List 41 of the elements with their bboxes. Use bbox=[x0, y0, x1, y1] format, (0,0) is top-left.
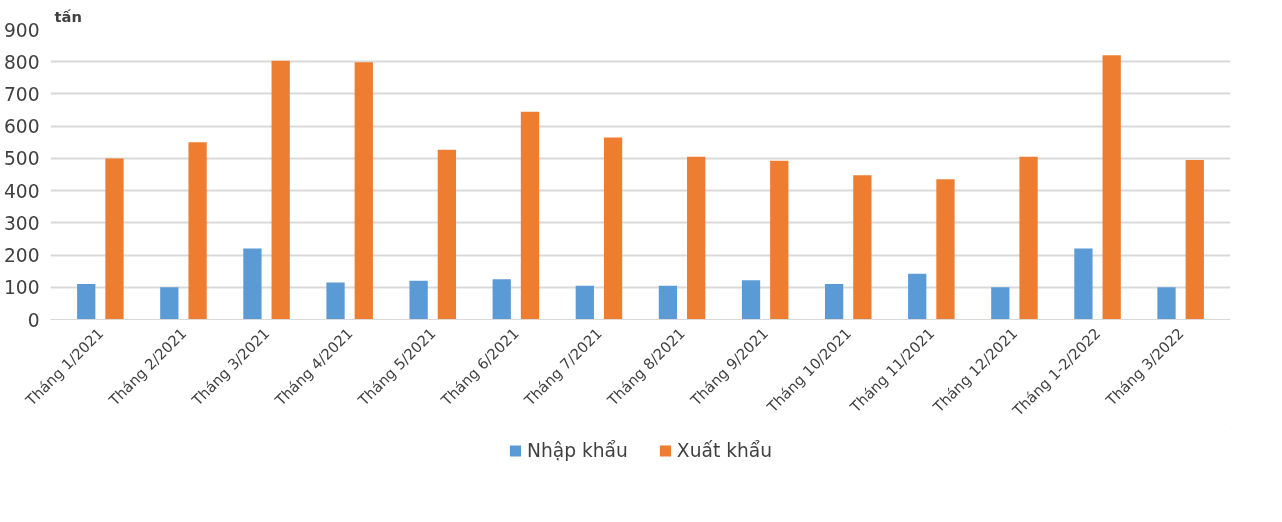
legend-label: Nhập khẩu bbox=[526, 439, 628, 461]
bar bbox=[271, 60, 290, 320]
bar bbox=[741, 280, 761, 320]
bar bbox=[188, 142, 207, 320]
bar bbox=[1185, 160, 1204, 320]
bar bbox=[1019, 156, 1038, 320]
y-tick-label: 700 bbox=[3, 83, 40, 105]
bar bbox=[243, 248, 262, 320]
y-tick-label: 0 bbox=[27, 309, 40, 331]
bar bbox=[575, 285, 594, 320]
bar bbox=[105, 158, 124, 320]
bar bbox=[1157, 287, 1176, 320]
bar bbox=[160, 287, 179, 320]
bar bbox=[520, 111, 540, 320]
bar bbox=[603, 137, 623, 320]
y-tick-label: 800 bbox=[3, 51, 40, 73]
bar bbox=[354, 62, 373, 320]
bar bbox=[991, 287, 1010, 320]
bar bbox=[77, 284, 96, 320]
bar bbox=[492, 279, 511, 320]
bar bbox=[936, 179, 955, 320]
bar bbox=[658, 285, 678, 320]
bar bbox=[1102, 55, 1121, 320]
bar bbox=[824, 284, 844, 320]
y-axis-title: tấn bbox=[54, 7, 82, 25]
y-tick-label: 900 bbox=[3, 19, 40, 41]
y-tick-label: 600 bbox=[3, 116, 40, 138]
legend-label: Xuất khẩu bbox=[676, 439, 773, 461]
bar bbox=[908, 273, 927, 320]
bar bbox=[687, 156, 706, 320]
y-tick-label: 200 bbox=[3, 245, 40, 267]
bar bbox=[409, 280, 428, 320]
y-tick-label: 500 bbox=[3, 148, 40, 170]
bar bbox=[326, 282, 345, 320]
y-tick-label: 100 bbox=[3, 277, 40, 299]
y-tick-label: 300 bbox=[3, 212, 40, 234]
bar bbox=[437, 149, 457, 320]
bar bbox=[1074, 248, 1093, 320]
bar bbox=[853, 175, 872, 320]
y-tick-label: 400 bbox=[3, 180, 40, 202]
bar bbox=[770, 160, 789, 320]
